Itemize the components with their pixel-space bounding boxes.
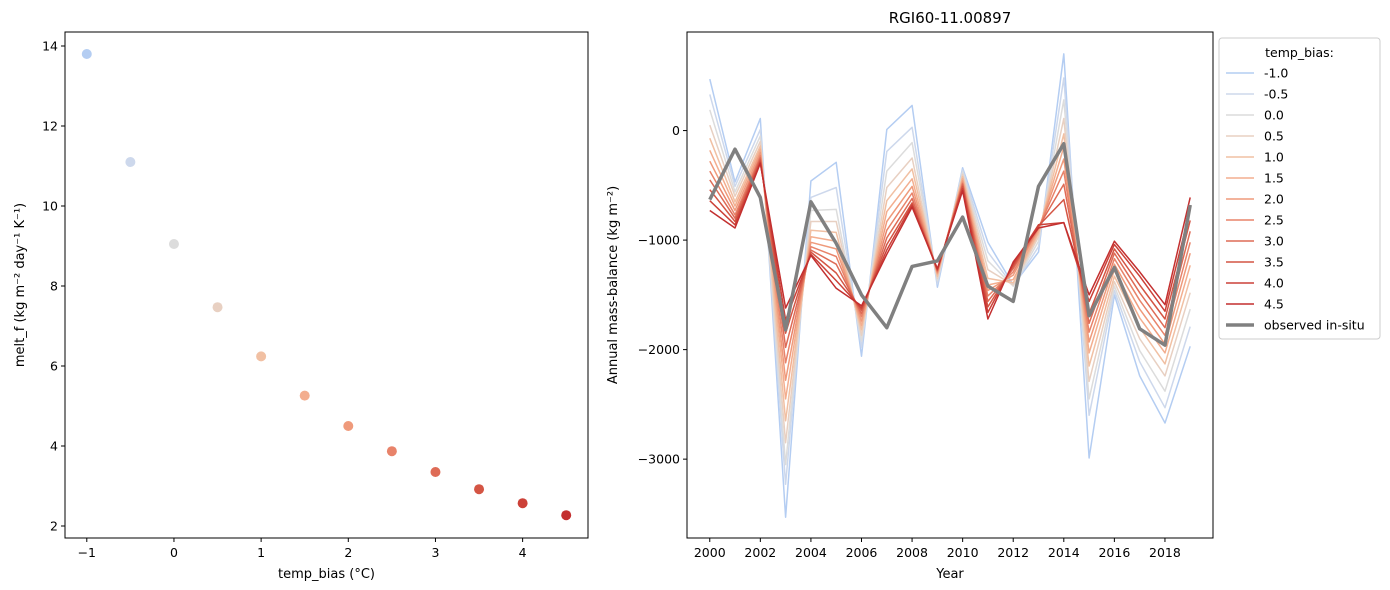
scatter-point	[81, 49, 92, 59]
scatter-point	[125, 157, 136, 167]
mass-balance-panel: RGI60-11.00897 2000 2002 2004 2006 2008 2010 2…	[606, 9, 1214, 582]
x-tick-label: 2008	[896, 545, 928, 560]
y-tick-label: 14	[42, 39, 58, 54]
mass-balance-x-ticks: 2000 2002 2004 2006 2008 2010 2012 2014 2016 2018	[694, 538, 1181, 560]
legend-box	[1218, 37, 1381, 340]
x-tick-label: 2006	[846, 545, 878, 560]
scatter-point	[212, 302, 223, 313]
scatter-plot-frame	[64, 31, 589, 539]
scatter-point	[517, 498, 528, 509]
y-tick-label: 6	[50, 359, 58, 374]
mass-balance-x-axis-label: Year	[935, 567, 964, 582]
scatter-point	[299, 390, 310, 401]
scatter-point	[386, 446, 397, 457]
legend-label: 4.5	[1264, 297, 1284, 312]
y-tick-label: 10	[42, 199, 58, 214]
x-tick-label: 2004	[795, 545, 827, 560]
scatter-point	[430, 467, 441, 477]
legend-label: -0.5	[1264, 87, 1288, 102]
legend-title: temp_bias:	[1265, 45, 1334, 60]
legend-label: 2.5	[1264, 213, 1284, 228]
scatter-point	[256, 351, 267, 362]
x-tick-label: 2010	[947, 545, 979, 560]
x-tick-label: 2	[344, 545, 352, 560]
legend-label: 0.0	[1264, 108, 1284, 123]
legend-label: 3.5	[1264, 255, 1284, 270]
legend-label: 1.0	[1264, 150, 1284, 165]
scatter-point	[474, 484, 485, 495]
scatter-x-axis-label: temp_bias (°C)	[278, 567, 375, 582]
x-tick-label: 2012	[997, 545, 1029, 560]
x-tick-label: 0	[170, 545, 178, 560]
series-line	[709, 162, 1191, 320]
series-line	[708, 141, 1192, 347]
x-tick-label: −1	[78, 545, 96, 560]
x-tick-label: 2014	[1048, 545, 1080, 560]
legend-label: -1.0	[1264, 66, 1288, 81]
mass-balance-lines	[708, 53, 1192, 518]
scatter-y-axis-label: melt_f (kg m⁻² day⁻¹ K⁻¹)	[13, 203, 28, 367]
scatter-point	[343, 421, 354, 431]
scatter-y-ticks: 2 4 6 8 10 12 14	[42, 39, 65, 534]
x-tick-label: 4	[519, 545, 527, 560]
y-tick-label: 0	[672, 123, 680, 138]
legend-label: 2.0	[1264, 192, 1284, 207]
legend-label: 0.5	[1264, 129, 1284, 144]
y-tick-label: 2	[50, 519, 58, 534]
chart-title: RGI60-11.00897	[889, 9, 1012, 27]
y-tick-label: 4	[50, 439, 58, 454]
y-tick-label: −2000	[638, 342, 680, 357]
x-tick-label: 1	[257, 545, 265, 560]
legend-label: observed in-situ	[1264, 318, 1365, 333]
mass-balance-y-ticks: −3000 −2000 −1000 0	[638, 123, 687, 467]
x-tick-label: 2000	[694, 545, 726, 560]
x-tick-label: 2002	[744, 545, 776, 560]
y-tick-label: −3000	[638, 452, 680, 467]
mass-balance-y-axis-label: Annual mass-balance (kg m⁻²)	[606, 186, 621, 384]
scatter-x-ticks: −1 0 1 2 3 4	[78, 538, 527, 560]
legend: temp_bias: -1.0 -0.5 0.0 0.5 1.0 1.5 2.0 2.5 3.0…	[1218, 37, 1381, 340]
x-tick-label: 2016	[1098, 545, 1130, 560]
legend-label: 1.5	[1264, 171, 1284, 186]
y-tick-label: 12	[42, 119, 58, 134]
y-tick-label: −1000	[638, 233, 680, 248]
x-tick-label: 3	[431, 545, 439, 560]
legend-items: -1.0 -0.5 0.0 0.5 1.0 1.5 2.0 2.5 3.0 3.5 4.0 4.5 ob…	[1226, 66, 1365, 333]
scatter-points	[81, 49, 572, 521]
scatter-point	[561, 510, 572, 521]
y-tick-label: 8	[50, 279, 58, 294]
legend-label: 3.0	[1264, 234, 1284, 249]
x-tick-label: 2018	[1149, 545, 1181, 560]
mass-balance-plot-frame	[686, 31, 1214, 539]
scatter-point	[168, 239, 179, 249]
legend-label: 4.0	[1264, 276, 1284, 291]
